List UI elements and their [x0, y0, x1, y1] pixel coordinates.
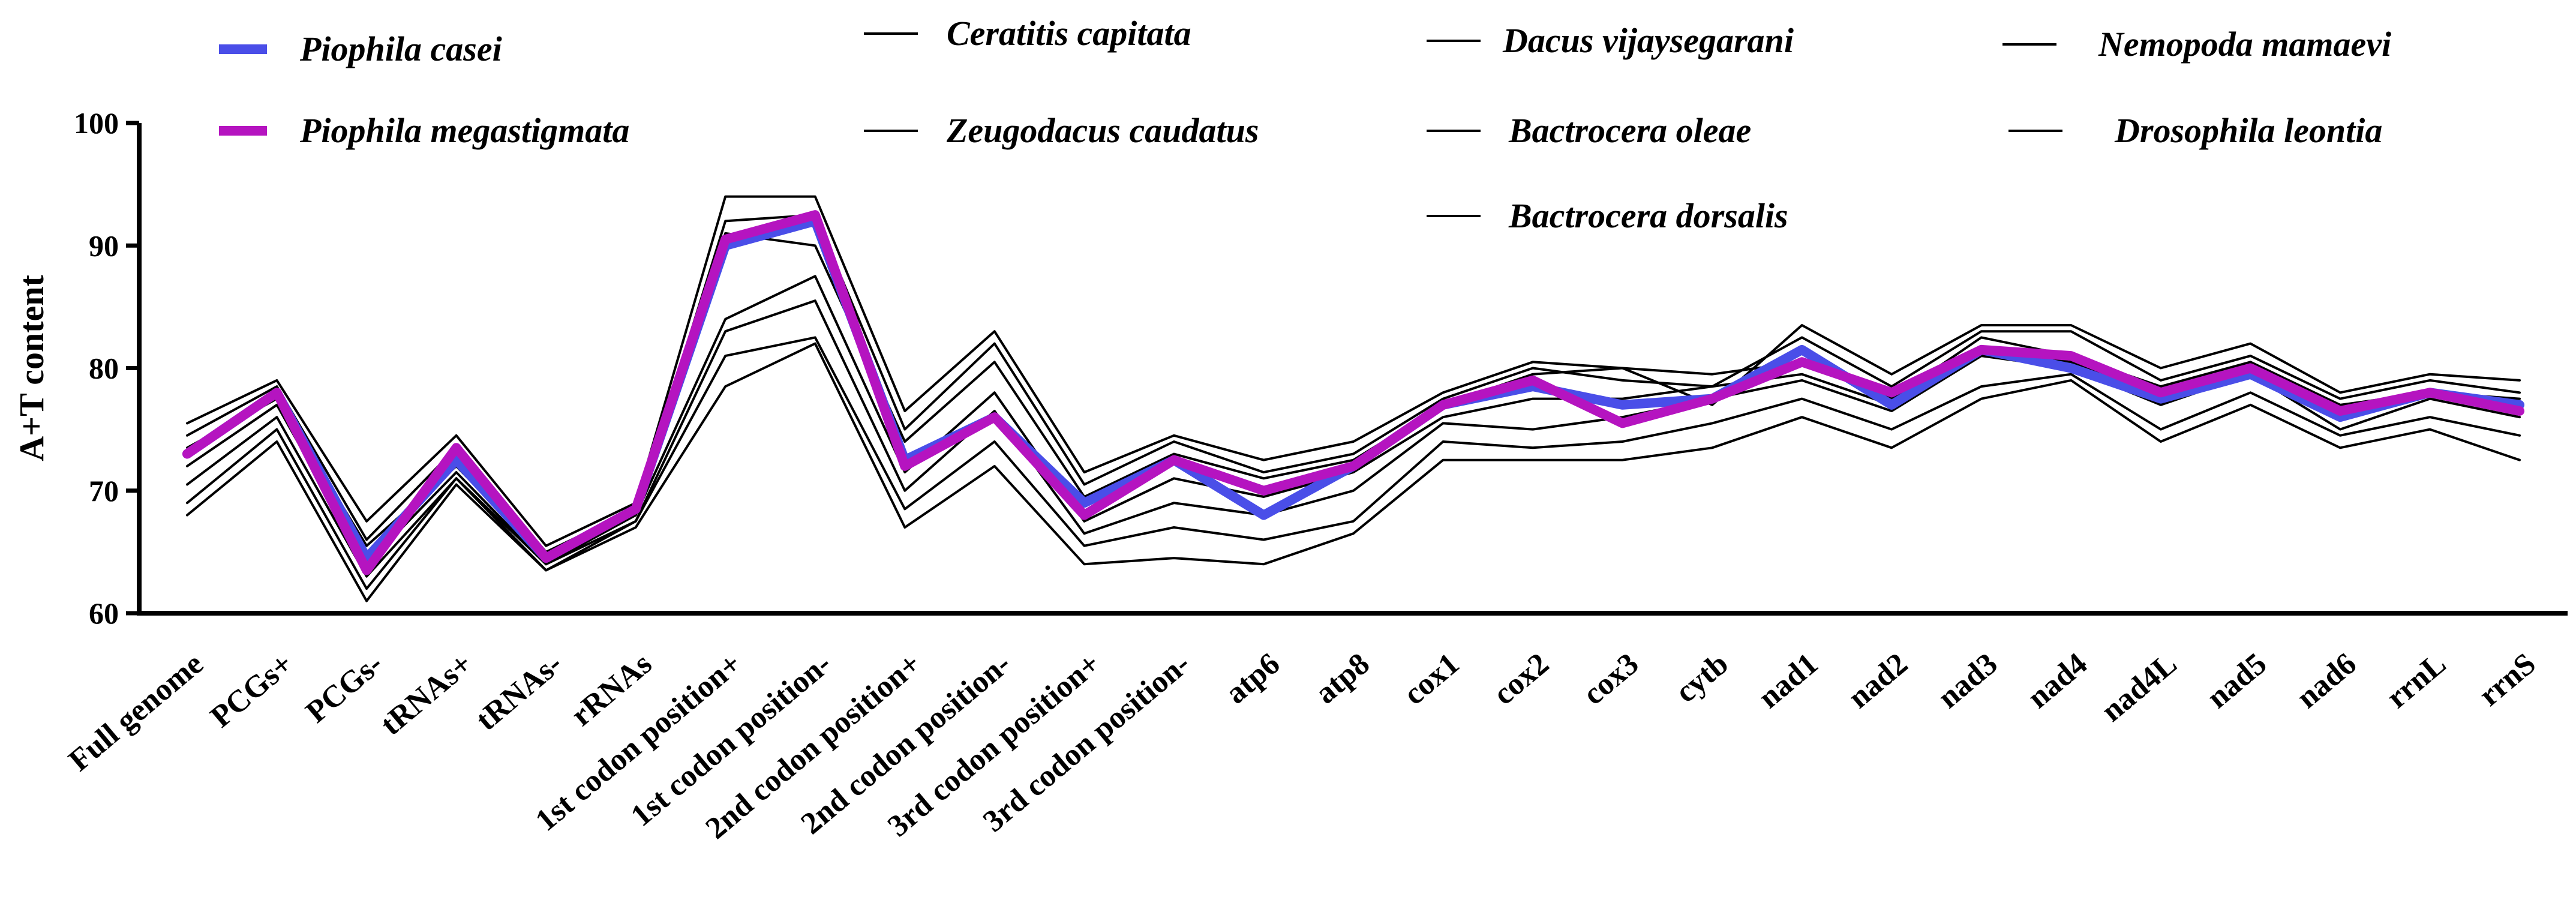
legend-label: Piophila megastigmata [299, 111, 629, 150]
x-category-label: nad2 [1842, 647, 1914, 715]
x-category-label: nad5 [2200, 647, 2273, 715]
legend-label: Nemopoda mamaevi [2098, 25, 2391, 64]
legend-item-bactrocera-dorsalis: Bactrocera dorsalis [1427, 196, 1788, 235]
legend-label: Piophila casei [299, 29, 502, 68]
legend-label: Bactrocera oleae [1508, 111, 1751, 150]
x-category-label: atp6 [1219, 647, 1286, 711]
y-tick-label: 100 [74, 106, 119, 140]
x-category-label: nad4 [2021, 647, 2094, 715]
legend-label: Bactrocera dorsalis [1508, 196, 1788, 235]
legend-item-bactrocera-oleae: Bactrocera oleae [1427, 111, 1751, 150]
x-category-label: cox1 [1397, 647, 1466, 712]
legend-item-ceratitis-capitata: Ceratitis capitata [864, 14, 1191, 53]
x-category-label: cytb [1669, 647, 1735, 710]
x-category-label: atp8 [1309, 647, 1376, 711]
y-tick-label: 60 [89, 596, 119, 630]
legend-item-dacus-vijaysegarani: Dacus vijaysegarani [1427, 21, 1794, 60]
legend: Piophila casei Piophila megastigmata Cerat… [219, 14, 2391, 235]
x-category-label: PCGs+ [204, 647, 299, 734]
y-tick-label: 80 [89, 352, 119, 385]
x-category-label: cox3 [1577, 647, 1645, 712]
x-category-label: rrnL [2380, 647, 2452, 715]
x-category-label: rrnS [2472, 647, 2542, 713]
x-category-label: nad3 [1932, 647, 2004, 715]
highlight-series [182, 210, 2524, 575]
x-category-label: tRNAs- [470, 647, 569, 737]
y-tick-label: 70 [89, 474, 119, 508]
legend-label: Ceratitis capitata [947, 14, 1191, 53]
series-line-ceratitis-capitata [186, 195, 2521, 547]
y-axis-label: A+T content [12, 274, 51, 461]
x-category-label: nad6 [2290, 647, 2363, 715]
x-category-label: cox2 [1487, 647, 1556, 712]
legend-label: Zeugodacus caudatus [946, 111, 1259, 150]
series-line-drosophila-leontia [186, 336, 2521, 590]
legend-item-zeugodacus-caudatus: Zeugodacus caudatus [864, 111, 1259, 150]
x-category-label: Full genome [62, 647, 210, 778]
legend-label: Dacus vijaysegarani [1502, 21, 1794, 60]
legend-item-nemopoda-mamaevi: Nemopoda mamaevi [2002, 25, 2391, 64]
legend-item-piophila-casei: Piophila casei [219, 29, 502, 68]
y-ticks: 60 70 80 90 100 [74, 106, 139, 630]
x-category-label: tRNAs+ [374, 647, 479, 742]
series-line-bactrocera-dorsalis [186, 342, 2521, 602]
series-line-piophila-megastigmata [182, 210, 2524, 575]
legend-item-drosophila-leontia: Drosophila leontia [2008, 111, 2382, 150]
legend-item-piophila-megastigmata: Piophila megastigmata [219, 111, 629, 150]
x-category-label: nad1 [1752, 647, 1825, 715]
x-category-label: nad4L [2095, 647, 2183, 729]
legend-label: Drosophila leontia [2114, 111, 2382, 150]
y-tick-label: 90 [89, 229, 119, 262]
